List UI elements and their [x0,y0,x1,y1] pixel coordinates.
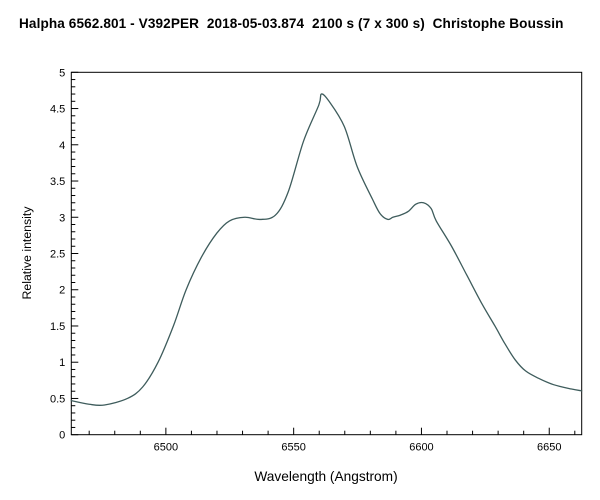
svg-text:6600: 6600 [409,442,433,454]
svg-text:4: 4 [59,140,65,152]
svg-text:4.5: 4.5 [50,104,65,116]
svg-text:6500: 6500 [154,442,178,454]
svg-text:5: 5 [59,67,65,79]
svg-text:1.5: 1.5 [50,321,65,333]
svg-text:6550: 6550 [281,442,305,454]
svg-text:Relative intensity: Relative intensity [20,206,34,300]
svg-text:6650: 6650 [537,442,561,454]
svg-text:0: 0 [59,430,65,442]
svg-text:2: 2 [59,285,65,297]
svg-text:1: 1 [59,357,65,369]
svg-text:3: 3 [59,212,65,224]
svg-text:2.5: 2.5 [50,249,65,261]
svg-text:0.5: 0.5 [50,393,65,405]
svg-text:Wavelength (Angstrom): Wavelength (Angstrom) [254,469,397,484]
svg-text:3.5: 3.5 [50,176,65,188]
